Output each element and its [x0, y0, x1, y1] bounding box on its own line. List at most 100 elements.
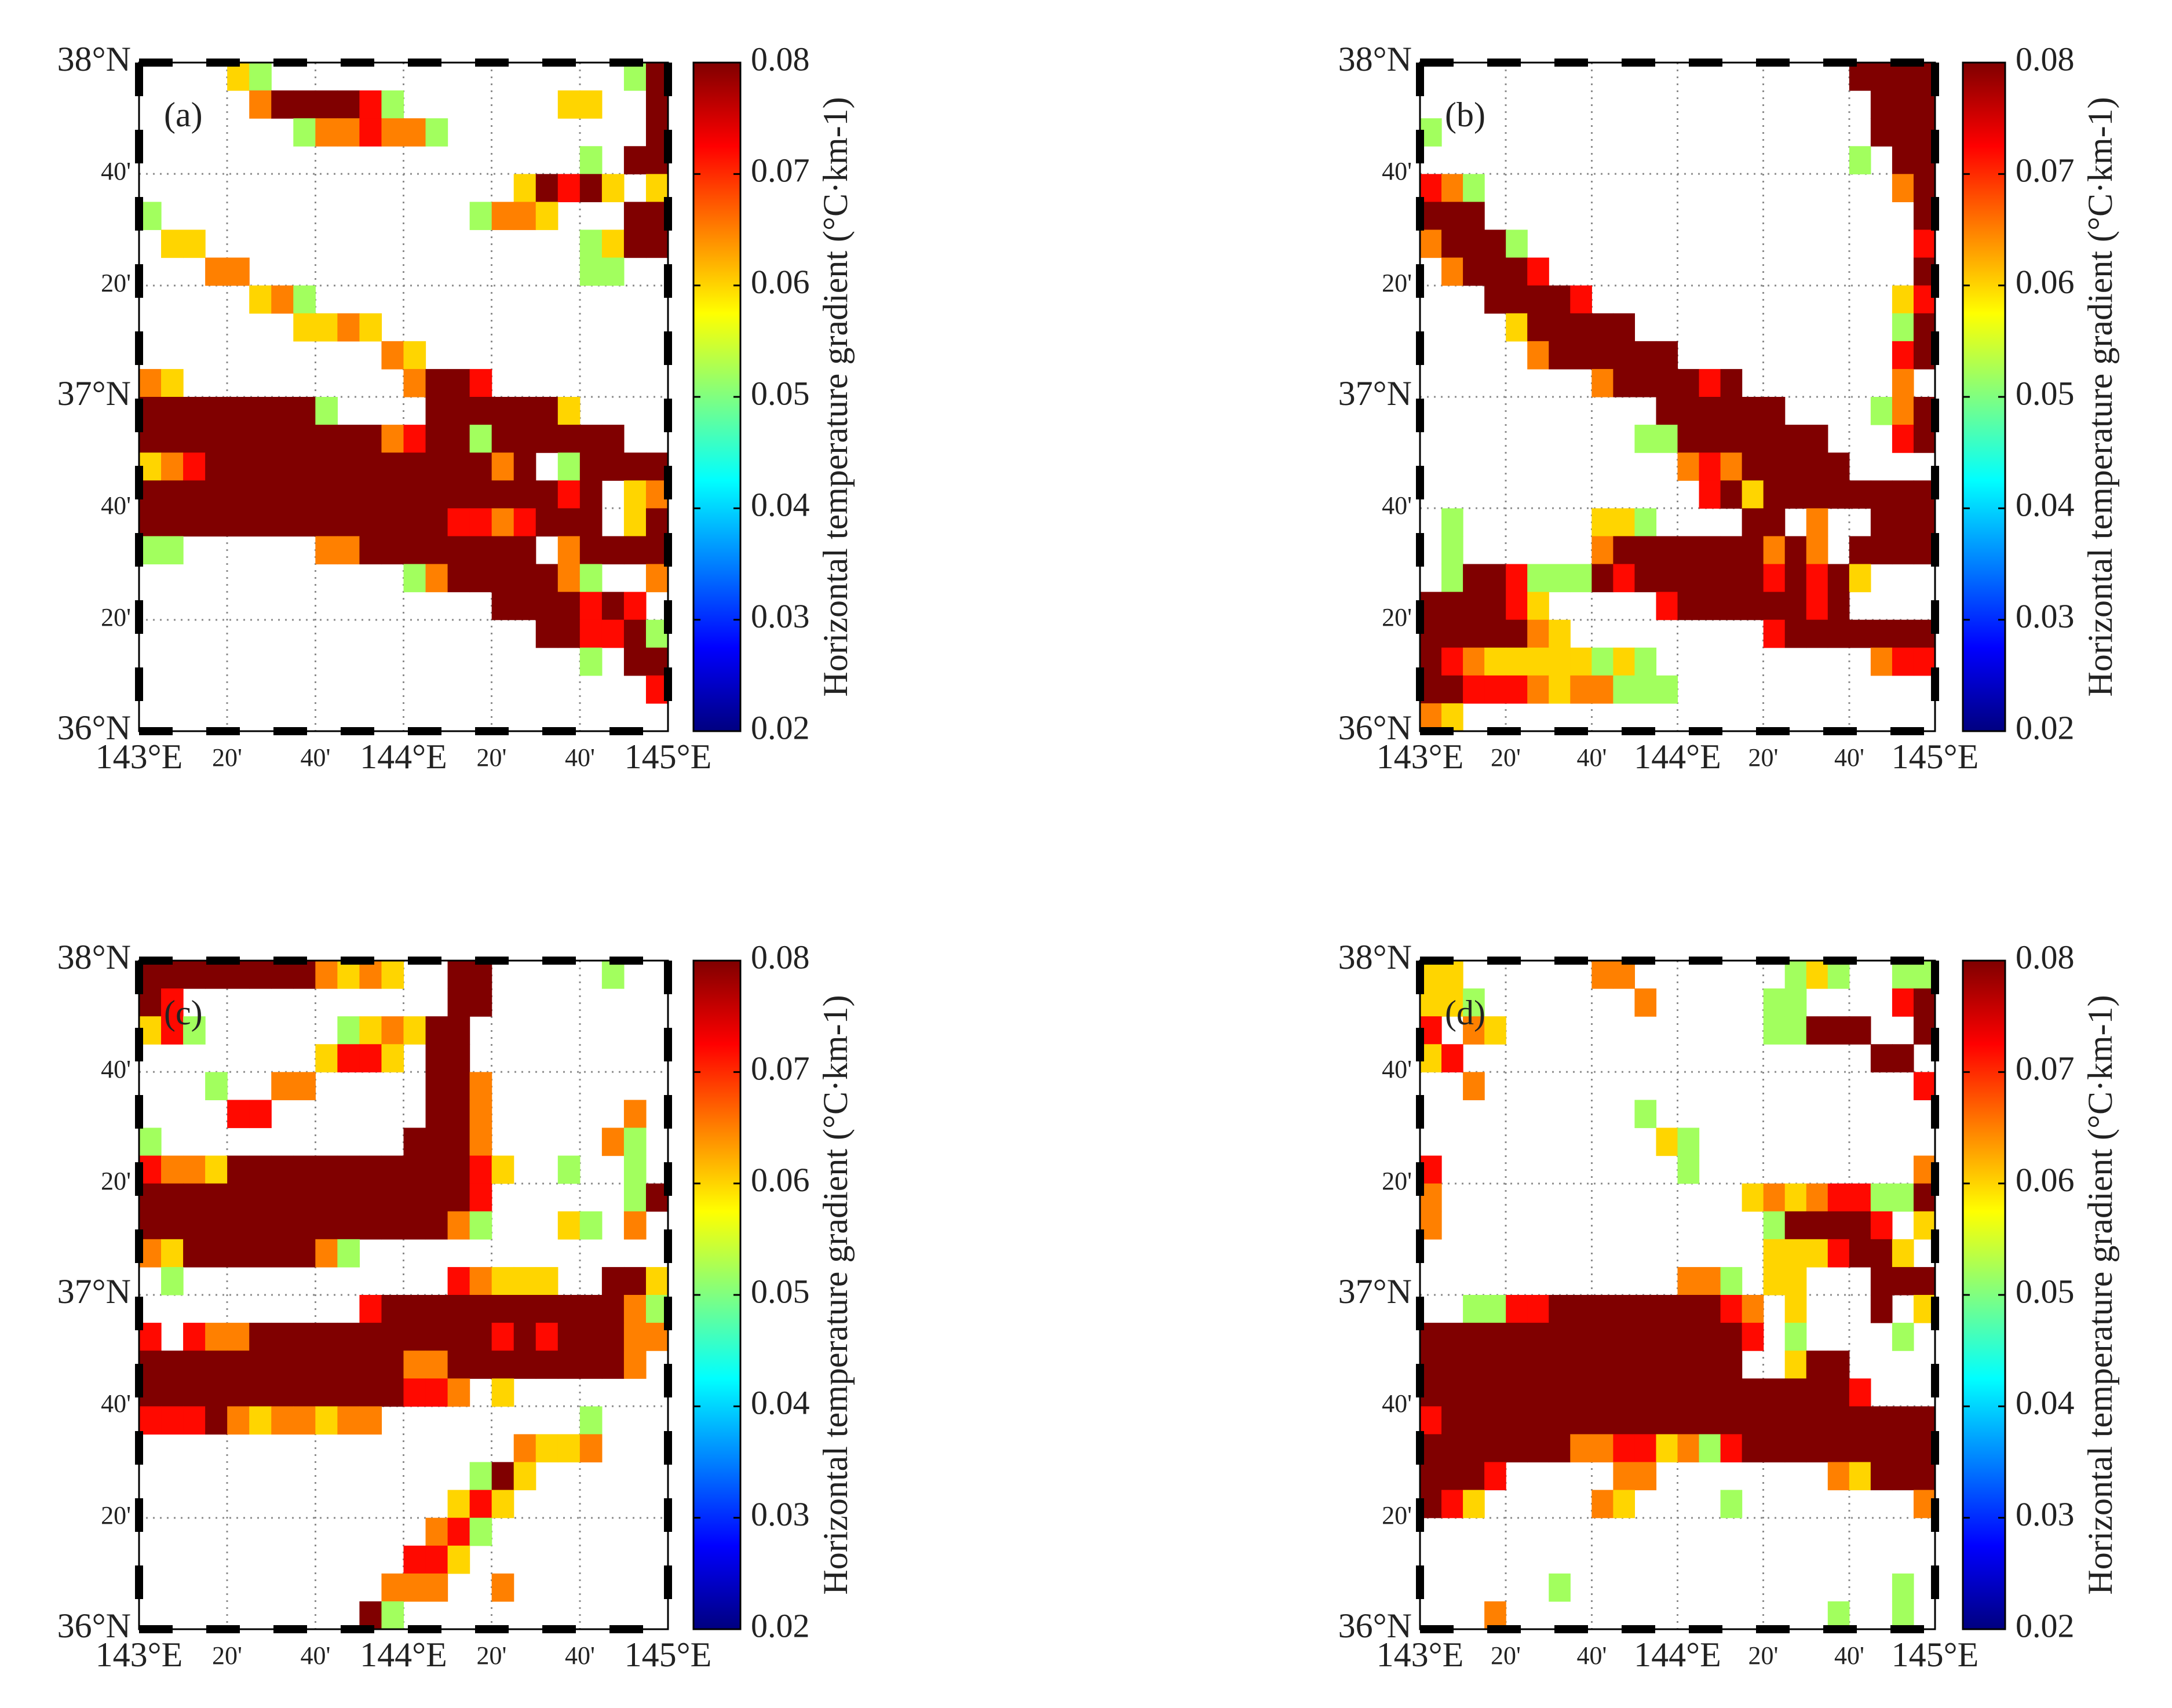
cell: [491, 452, 514, 481]
cell: [1849, 146, 1871, 174]
cell: [447, 1044, 470, 1072]
cell: [1527, 341, 1549, 370]
cell: [1441, 1323, 1463, 1351]
cell: [601, 1323, 625, 1351]
cell: [425, 1183, 448, 1212]
cell: [205, 425, 228, 453]
colorbar-tick-label: 0.06: [2016, 1161, 2075, 1199]
colorbar-tick-label: 0.08: [2016, 40, 2075, 78]
cell: [1591, 961, 1614, 989]
cell: [623, 1155, 647, 1184]
cell: [557, 592, 581, 621]
cell: [579, 1434, 603, 1463]
x-tick-label: 143°E: [1377, 1636, 1464, 1674]
cell: [623, 1267, 647, 1295]
cell: [1827, 619, 1850, 648]
cell: [1484, 1462, 1506, 1491]
colorbar-tick-label: 0.05: [751, 374, 810, 412]
cell: [557, 425, 581, 453]
cell: [1784, 536, 1807, 565]
cell: [1827, 1406, 1850, 1435]
cell: [513, 508, 536, 537]
cell: [1720, 536, 1743, 565]
cell: [183, 1378, 206, 1407]
x-tick-label: 40': [1834, 743, 1864, 772]
cell: [1892, 1462, 1914, 1491]
cell: [1441, 592, 1463, 621]
cell: [447, 397, 470, 425]
y-tick-label: 40': [1382, 157, 1412, 185]
cell: [1784, 1016, 1807, 1045]
cell: [1570, 675, 1592, 704]
cell: [315, 508, 338, 537]
colorbar-tick-label: 0.08: [2016, 938, 2075, 976]
colorbar-label: Horizontal temperature gradient (°C·km-1…: [816, 97, 855, 696]
cell: [1506, 619, 1528, 648]
cell: [1827, 480, 1850, 509]
cell: [1763, 564, 1786, 593]
cell: [1613, 1406, 1636, 1435]
x-tick-label: 40': [301, 743, 331, 772]
cell: [1763, 452, 1786, 481]
cell: [315, 1044, 338, 1072]
cell: [249, 480, 272, 509]
cell: [1784, 619, 1807, 648]
cell: [1634, 1378, 1657, 1407]
cell: [1827, 452, 1850, 481]
cell: [381, 425, 404, 453]
cell: [1784, 480, 1807, 509]
cell: [1613, 1295, 1636, 1323]
cell: [1634, 536, 1657, 565]
cell: [1591, 1351, 1614, 1379]
cell: [513, 1323, 536, 1351]
cell: [469, 1072, 492, 1101]
cell: [425, 564, 448, 593]
cell: [1634, 1323, 1657, 1351]
cell: [1549, 1323, 1571, 1351]
cell: [1849, 1239, 1871, 1268]
cell: [1892, 368, 1914, 397]
cell: [1720, 1490, 1743, 1519]
cell: [1892, 480, 1914, 509]
cell: [1506, 647, 1528, 676]
x-tick-label: 40': [1577, 743, 1607, 772]
cell: [1634, 341, 1657, 370]
cell: [1849, 1462, 1871, 1491]
cell: [535, 564, 558, 593]
cell: [1720, 1406, 1743, 1435]
cell: [557, 1295, 581, 1323]
cell: [1549, 1434, 1571, 1463]
cell: [1441, 1378, 1463, 1407]
cell: [139, 508, 162, 537]
cell: [403, 341, 426, 370]
cell: [513, 1351, 536, 1379]
cell: [381, 1573, 404, 1602]
cell: [1763, 619, 1786, 648]
cell: [1763, 425, 1786, 453]
cell: [271, 480, 294, 509]
cell: [623, 202, 647, 231]
y-tick-label: 38°N: [1338, 938, 1412, 976]
panel-label: (b): [1445, 96, 1485, 134]
cell: [293, 1351, 316, 1379]
cell: [491, 592, 514, 621]
cell: [271, 1155, 294, 1184]
cell: [623, 508, 647, 537]
cell: [1484, 1295, 1506, 1323]
cell: [1806, 425, 1828, 453]
cell: [249, 1378, 272, 1407]
cell: [425, 1517, 448, 1546]
cell: [315, 118, 338, 147]
cell: [227, 63, 250, 91]
colorbar-tick-label: 0.03: [751, 597, 810, 635]
cell: [1742, 1378, 1764, 1407]
cell: [1484, 1434, 1506, 1463]
x-tick-label: 143°E: [96, 1636, 183, 1674]
x-tick-label: 143°E: [96, 738, 183, 776]
cell: [227, 961, 250, 989]
cell: [1634, 1434, 1657, 1463]
cell: [1699, 536, 1721, 565]
cell: [1613, 1434, 1636, 1463]
cell: [1870, 1406, 1893, 1435]
cell: [447, 988, 470, 1017]
